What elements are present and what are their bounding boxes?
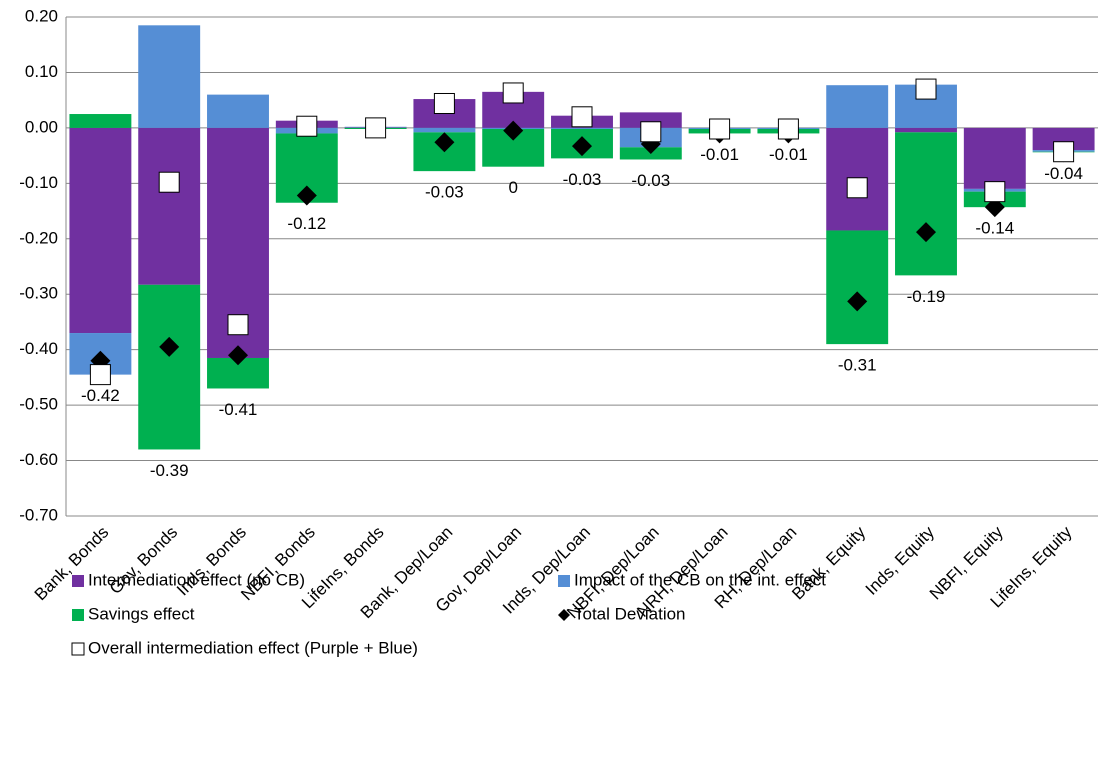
data-label: -0.41	[219, 400, 258, 419]
legend-label: Overall intermediation effect (Purple + …	[88, 638, 418, 657]
y-tick-label: -0.20	[19, 228, 58, 247]
y-tick-label: -0.40	[19, 339, 58, 358]
legend-label: Savings effect	[88, 604, 195, 623]
legend-swatch	[558, 575, 570, 587]
square-marker	[227, 314, 249, 336]
square-marker	[158, 171, 180, 193]
bar-segment	[138, 284, 201, 450]
legend-swatch	[72, 575, 84, 587]
legend-swatch	[72, 609, 84, 621]
square-marker	[89, 364, 111, 386]
bar-segment	[138, 127, 201, 285]
data-label: -0.19	[907, 287, 946, 306]
diamond-marker	[847, 291, 868, 312]
square-marker	[1053, 141, 1075, 163]
data-label: -0.03	[563, 170, 602, 189]
data-label: -0.42	[81, 386, 120, 405]
y-tick-label: -0.30	[19, 284, 58, 303]
data-label: -0.14	[975, 219, 1014, 238]
bar-segment	[69, 114, 132, 128]
square-marker	[571, 106, 593, 128]
square-marker	[640, 121, 662, 143]
bar-segment	[895, 132, 957, 276]
bar-segment	[138, 25, 201, 128]
data-label: -0.04	[1044, 164, 1083, 183]
diamond-marker	[296, 185, 317, 206]
square-marker	[365, 117, 387, 139]
data-label: -0.31	[838, 356, 877, 375]
x-tick-label: Bank, Bonds	[31, 523, 113, 605]
diamond-marker	[984, 197, 1005, 218]
y-tick-label: -0.50	[19, 395, 58, 414]
bar-segment	[207, 94, 269, 128]
square-marker	[777, 118, 799, 140]
data-label: -0.03	[425, 183, 464, 202]
square-marker	[502, 82, 524, 104]
diamond-marker	[228, 345, 248, 366]
bar-segment	[826, 230, 889, 345]
bar-segment	[551, 127, 613, 129]
square-marker	[709, 118, 731, 140]
square-marker	[296, 115, 318, 137]
data-label: -0.01	[769, 145, 808, 164]
y-tick-label: 0.20	[25, 6, 58, 25]
legend-swatch	[71, 642, 85, 656]
diamond-marker	[572, 136, 592, 157]
data-label: -0.03	[631, 171, 670, 190]
y-tick-label: -0.10	[19, 173, 58, 192]
data-label: -0.12	[287, 214, 326, 233]
bar-segment	[619, 112, 682, 128]
legend-swatch	[558, 609, 570, 621]
legend-label: Intermediation effect (no CB)	[88, 570, 305, 589]
square-marker	[846, 177, 868, 199]
square-marker	[984, 181, 1006, 203]
bar-segment	[895, 127, 957, 133]
data-label: 0	[508, 178, 517, 197]
x-tick-label: Bank, Equity	[788, 522, 869, 603]
bar-segment	[69, 127, 132, 334]
diamond-marker	[503, 120, 524, 141]
y-tick-label: -0.70	[19, 505, 58, 524]
bar-segment	[413, 127, 476, 133]
x-tick-label: Inds, Equity	[862, 522, 939, 599]
y-tick-label: 0.10	[25, 62, 58, 81]
bar-segment	[963, 127, 1026, 189]
legend-label: Impact of the CB on the int. effect	[574, 570, 826, 589]
bar-segment	[826, 85, 889, 128]
diamond-marker	[916, 222, 936, 243]
diamond-marker	[434, 132, 455, 153]
square-marker	[433, 92, 455, 114]
legend-label: Total Deviation	[574, 604, 686, 623]
y-tick-label: 0.00	[25, 117, 58, 136]
y-tick-label: -0.60	[19, 450, 58, 469]
square-marker	[915, 78, 937, 100]
bar-segment	[1032, 127, 1095, 151]
data-label: -0.39	[150, 461, 189, 480]
diamond-marker	[159, 336, 180, 357]
data-label: -0.01	[700, 145, 739, 164]
